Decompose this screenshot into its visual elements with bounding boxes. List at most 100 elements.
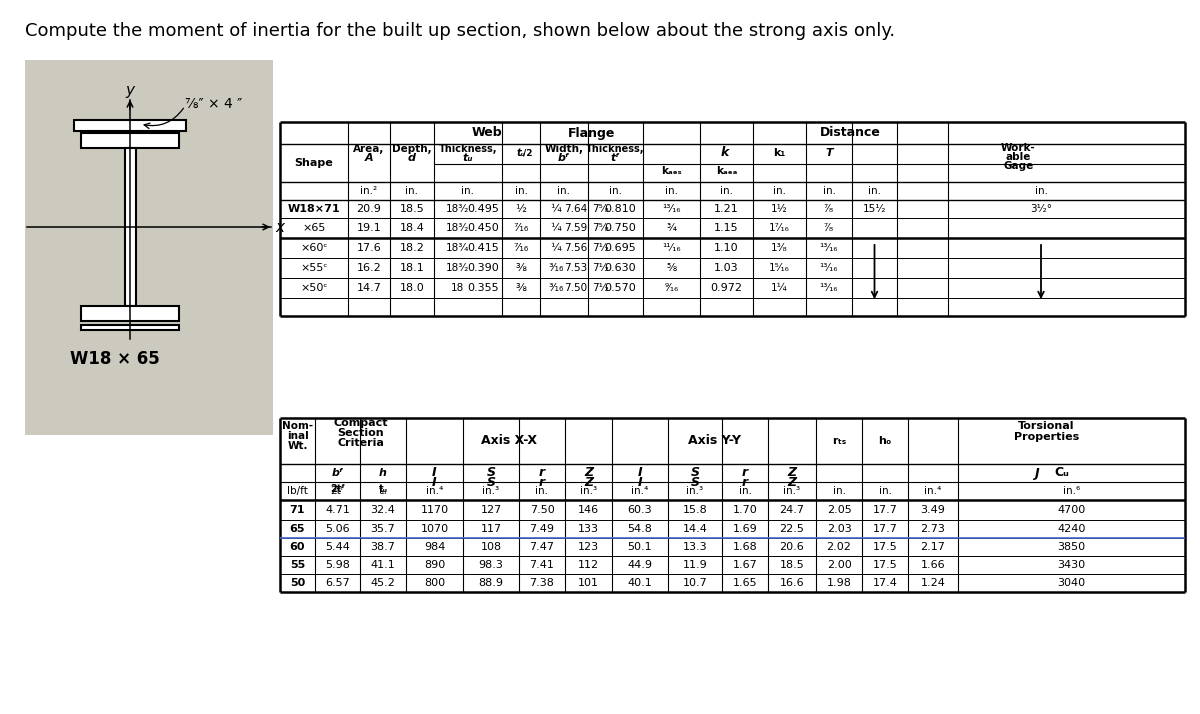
Text: 10.7: 10.7 xyxy=(683,578,707,588)
Text: 2.02: 2.02 xyxy=(827,542,852,552)
Text: 112: 112 xyxy=(578,560,599,570)
Text: 1.24: 1.24 xyxy=(920,578,946,588)
Text: r: r xyxy=(742,476,748,488)
Text: 1.21: 1.21 xyxy=(714,204,739,214)
Text: 88.9: 88.9 xyxy=(479,578,504,588)
Text: 2.17: 2.17 xyxy=(920,542,946,552)
Text: 18.5: 18.5 xyxy=(400,204,425,214)
Text: ¹³⁄₁₆: ¹³⁄₁₆ xyxy=(820,243,839,253)
Text: 1.66: 1.66 xyxy=(920,560,946,570)
Text: T: T xyxy=(826,148,833,158)
Text: 18³⁄₄: 18³⁄₄ xyxy=(446,243,469,253)
Text: S: S xyxy=(486,466,496,480)
Text: 50: 50 xyxy=(290,578,305,588)
Text: ¼: ¼ xyxy=(551,204,562,214)
Text: 17.5: 17.5 xyxy=(872,542,898,552)
Text: 65: 65 xyxy=(289,524,305,534)
Text: in.: in. xyxy=(535,486,548,496)
Text: 4.71: 4.71 xyxy=(325,505,350,515)
Text: in.: in. xyxy=(822,186,835,196)
Text: 22.5: 22.5 xyxy=(780,524,804,534)
Text: ¾: ¾ xyxy=(666,223,677,233)
Text: ⁷⁄₈: ⁷⁄₈ xyxy=(824,223,834,233)
Text: 13.3: 13.3 xyxy=(683,542,707,552)
Text: 7.64: 7.64 xyxy=(564,204,588,214)
Text: h: h xyxy=(379,468,386,478)
Text: S: S xyxy=(690,466,700,480)
Text: 2.00: 2.00 xyxy=(827,560,851,570)
Text: 50.1: 50.1 xyxy=(628,542,653,552)
Text: ½: ½ xyxy=(516,204,527,214)
Text: kₐₑₛ: kₐₑₛ xyxy=(661,166,682,176)
Text: I: I xyxy=(637,476,642,488)
Text: 17.7: 17.7 xyxy=(872,524,898,534)
Text: in.⁶: in.⁶ xyxy=(1063,486,1080,496)
Text: tᵤ: tᵤ xyxy=(463,153,473,163)
Text: in.: in. xyxy=(610,186,622,196)
Text: in.³: in.³ xyxy=(482,486,499,496)
Text: I: I xyxy=(432,476,437,488)
Text: in.: in. xyxy=(665,186,678,196)
Text: ×55ᶜ: ×55ᶜ xyxy=(300,263,328,273)
Text: able: able xyxy=(1006,152,1031,162)
Text: in.: in. xyxy=(558,186,570,196)
Text: ⁷⁄₁₆: ⁷⁄₁₆ xyxy=(514,243,529,253)
Text: 123: 123 xyxy=(578,542,599,552)
Text: 17.4: 17.4 xyxy=(872,578,898,588)
Text: lb/ft: lb/ft xyxy=(287,486,308,496)
Text: 7.50: 7.50 xyxy=(529,505,554,515)
Text: 5.98: 5.98 xyxy=(325,560,350,570)
Text: r: r xyxy=(539,466,545,480)
Text: 108: 108 xyxy=(480,542,502,552)
Text: 6.57: 6.57 xyxy=(325,578,350,588)
Text: 18.0: 18.0 xyxy=(400,283,425,293)
Text: 19.1: 19.1 xyxy=(356,223,382,233)
Text: J: J xyxy=(1034,466,1039,480)
Text: I: I xyxy=(432,466,437,480)
Text: 0.810: 0.810 xyxy=(604,204,636,214)
Text: 7¹⁄₂: 7¹⁄₂ xyxy=(592,243,608,253)
Text: Cᵤ: Cᵤ xyxy=(1054,466,1069,480)
Text: in.: in. xyxy=(868,186,881,196)
Text: 44.9: 44.9 xyxy=(628,560,653,570)
Text: ×50ᶜ: ×50ᶜ xyxy=(300,283,328,293)
Text: tᵤ: tᵤ xyxy=(516,148,526,158)
Text: 16.6: 16.6 xyxy=(780,578,804,588)
Text: Torsional: Torsional xyxy=(1019,421,1075,431)
Text: 0.750: 0.750 xyxy=(604,223,636,233)
Text: Width,: Width, xyxy=(545,144,583,154)
Text: W18×71: W18×71 xyxy=(288,204,341,214)
Text: 1¼: 1¼ xyxy=(772,283,788,293)
Text: 984: 984 xyxy=(424,542,445,552)
Text: 32.4: 32.4 xyxy=(371,505,396,515)
Text: 7.38: 7.38 xyxy=(529,578,554,588)
Text: 0.355: 0.355 xyxy=(467,283,499,293)
Text: Work-: Work- xyxy=(1001,143,1036,153)
Text: Z: Z xyxy=(787,476,797,488)
Text: 14.7: 14.7 xyxy=(356,283,382,293)
Text: in.⁴: in.⁴ xyxy=(924,486,942,496)
Text: 1.67: 1.67 xyxy=(733,560,757,570)
Text: kₐₑₐ: kₐₑₐ xyxy=(716,166,737,176)
Text: r: r xyxy=(742,466,748,480)
Text: k: k xyxy=(720,146,728,159)
Text: 127: 127 xyxy=(480,505,502,515)
Text: 5.06: 5.06 xyxy=(325,524,350,534)
Text: 1.65: 1.65 xyxy=(733,578,757,588)
Text: 20.6: 20.6 xyxy=(780,542,804,552)
Text: ⅝: ⅝ xyxy=(666,263,677,273)
Text: S: S xyxy=(690,476,700,488)
Text: 3430: 3430 xyxy=(1057,560,1086,570)
Text: 98.3: 98.3 xyxy=(479,560,504,570)
Text: 16.2: 16.2 xyxy=(356,263,382,273)
Text: 7¹⁄₂: 7¹⁄₂ xyxy=(592,263,608,273)
Text: 3¹⁄₂°: 3¹⁄₂° xyxy=(1030,204,1052,214)
Text: 18.4: 18.4 xyxy=(400,223,425,233)
Bar xyxy=(125,148,136,306)
Text: 18³⁄₂: 18³⁄₂ xyxy=(446,204,469,214)
Text: 18: 18 xyxy=(451,283,464,293)
Text: Compact: Compact xyxy=(334,418,388,428)
Text: 7¹⁄₂: 7¹⁄₂ xyxy=(592,283,608,293)
Text: 18.2: 18.2 xyxy=(400,243,425,253)
Text: 18³⁄₂: 18³⁄₂ xyxy=(446,223,469,233)
